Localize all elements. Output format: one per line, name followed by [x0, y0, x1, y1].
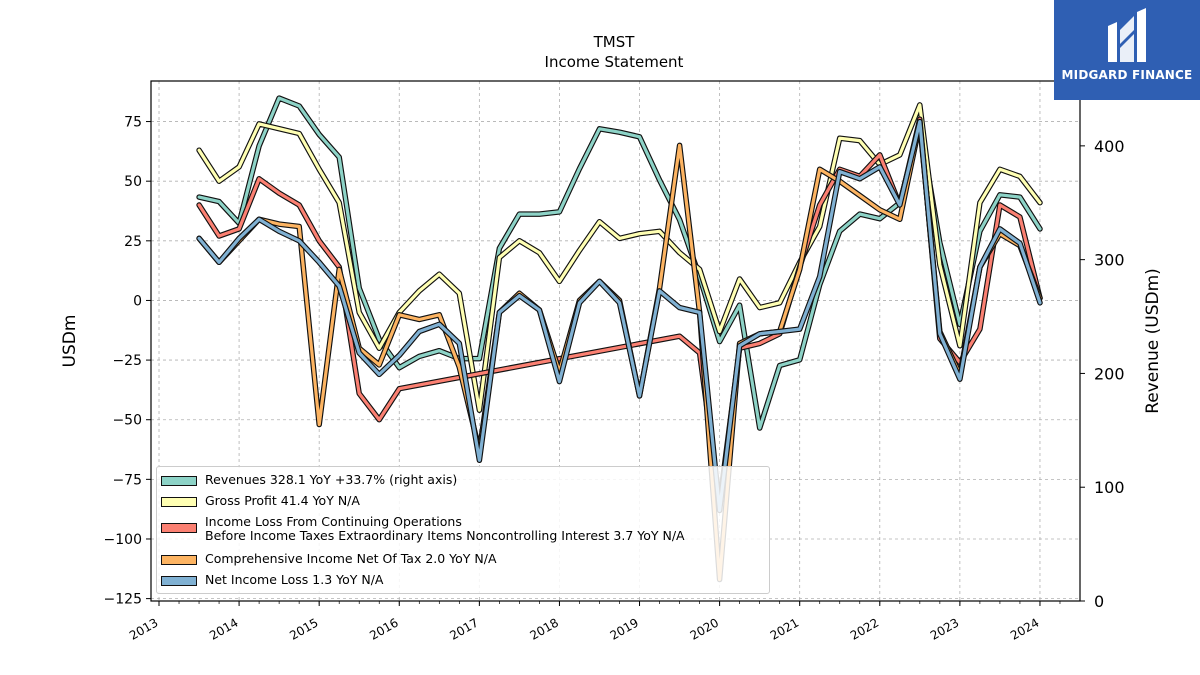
y-tick-label: 0 [133, 293, 142, 309]
legend-swatch [161, 576, 197, 586]
legend-swatch [161, 523, 197, 533]
y-tick-label: −125 [104, 592, 142, 608]
logo-brand: MIDGARD FINANCE [1061, 68, 1193, 82]
legend-item: Income Loss From Continuing Operations B… [157, 515, 685, 543]
legend: Revenues 328.1 YoY +33.7% (right axis) G… [156, 466, 770, 594]
chart-subtitle: Income Statement [545, 53, 684, 71]
legend-label: Revenues 328.1 YoY +33.7% (right axis) [205, 472, 458, 487]
logo-icon [1108, 8, 1146, 62]
x-tick-label: 2024 [1008, 615, 1041, 642]
x-tick-label: 2013 [127, 615, 160, 642]
legend-item: Comprehensive Income Net Of Tax 2.0 YoY … [157, 552, 497, 566]
x-tick-label: 2020 [688, 615, 721, 642]
y-tick-label: 25 [124, 234, 142, 250]
y-right-tick-label: 400 [1094, 137, 1125, 156]
y-right-tick-label: 200 [1094, 364, 1125, 383]
legend-item: Gross Profit 41.4 YoY N/A [157, 494, 360, 508]
legend-swatch [161, 476, 197, 486]
x-tick-label: 2023 [928, 615, 961, 642]
x-tick-label: 2018 [527, 615, 560, 642]
y-right-tick-label: 100 [1094, 478, 1125, 497]
y-tick-label: −25 [112, 353, 142, 369]
x-tick-label: 2014 [207, 615, 240, 642]
x-tick-label: 2022 [848, 615, 881, 642]
y-tick-label: 75 [124, 115, 142, 131]
x-tick-label: 2021 [768, 615, 801, 642]
legend-label: Gross Profit 41.4 YoY N/A [205, 493, 360, 508]
legend-item: Net Income Loss 1.3 YoY N/A [157, 573, 383, 587]
x-tick-label: 2017 [447, 615, 480, 642]
midgard-finance-logo: MIDGARD FINANCE [1054, 0, 1200, 100]
y-axis-label-right: Revenue (USDm) [1143, 268, 1163, 414]
legend-swatch [161, 555, 197, 565]
y-right-tick-label: 300 [1094, 251, 1125, 270]
legend-item: Revenues 328.1 YoY +33.7% (right axis) [157, 473, 457, 487]
legend-label: Income Loss From Continuing Operations B… [205, 514, 685, 543]
legend-label: Net Income Loss 1.3 YoY N/A [205, 572, 384, 587]
chart-title: TMST [593, 33, 636, 51]
plot-frame [150, 80, 1081, 602]
series-line-1 [197, 103, 1042, 412]
y-tick-label: −75 [112, 472, 142, 488]
series-line-4 [197, 120, 1042, 512]
y-axis-label: USDm [60, 315, 80, 368]
y-tick-label: 50 [124, 174, 142, 190]
x-tick-label: 2019 [608, 615, 641, 642]
x-tick-label: 2016 [367, 615, 400, 642]
legend-label: Comprehensive Income Net Of Tax 2.0 YoY … [205, 551, 497, 566]
y-tick-label: −100 [104, 532, 142, 548]
y-right-tick-label: 0 [1094, 592, 1104, 611]
x-tick-label: 2015 [287, 615, 320, 642]
y-tick-label: −50 [112, 413, 142, 429]
legend-swatch [161, 497, 197, 507]
grid [151, 81, 1080, 601]
series-lines [196, 95, 1043, 583]
